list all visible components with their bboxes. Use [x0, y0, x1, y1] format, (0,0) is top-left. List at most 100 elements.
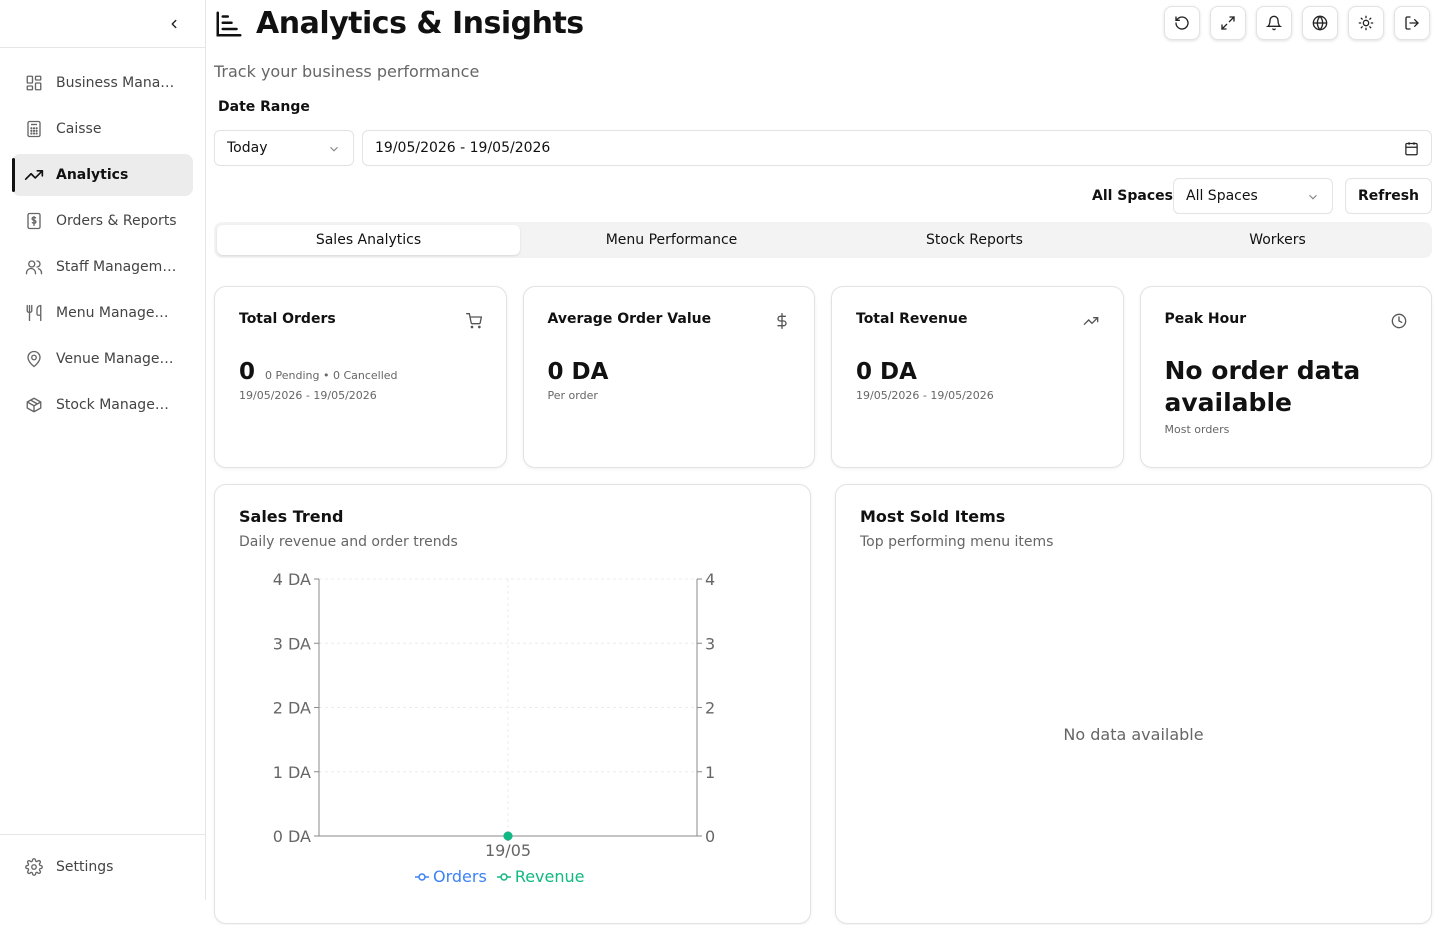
trending-up-icon [1083, 317, 1098, 325]
card-subtitle: 19/05/2026 - 19/05/2026 [856, 389, 994, 402]
legend-label-revenue: Revenue [514, 867, 585, 886]
notifications-button[interactable] [1256, 6, 1292, 40]
globe-icon [1312, 15, 1328, 31]
bell-icon [1266, 15, 1282, 31]
calculator-icon [24, 119, 44, 139]
sidebar-item-label: Analytics [56, 167, 129, 183]
sidebar-item-label: Business Management [56, 75, 180, 91]
spaces-label: All Spaces [1092, 188, 1173, 204]
left-tick-label: 0 DA [273, 827, 311, 846]
data-point-revenue [503, 831, 513, 841]
right-tick-label: 2 [705, 699, 715, 718]
card-value: No order data available [1164, 356, 1361, 417]
sidebar-item-label: Stock Management [56, 397, 180, 413]
sales-trend-panel: Sales Trend Daily revenue and order tren… [214, 484, 811, 924]
date-range-label: Date Range [218, 99, 310, 115]
total-orders-card: Total Orders 0 0 Pending • 0 Cancelled 1… [214, 286, 507, 468]
sidebar-item-menu-management[interactable]: Menu Management [12, 292, 193, 334]
card-title: Peak Hour [1164, 311, 1247, 327]
card-subtitle: Per order [547, 389, 598, 402]
bar-chart-icon [216, 11, 242, 36]
language-button[interactable] [1302, 6, 1338, 40]
tab-stock-reports[interactable]: Stock Reports [926, 232, 1023, 248]
tab-menu-performance[interactable]: Menu Performance [605, 232, 738, 248]
card-value: 0 DA [547, 359, 609, 385]
layout-grid-icon [24, 73, 44, 93]
sidebar-item-business-management[interactable]: Business Management [12, 62, 193, 104]
receipt-icon [24, 211, 44, 231]
x-tick-label: 19/05 [485, 841, 531, 860]
legend-marker-revenue [496, 872, 511, 881]
clock-icon [1391, 313, 1407, 329]
legend-label-orders: Orders [433, 867, 487, 886]
chevron-down-icon [330, 146, 338, 152]
sidebar-item-label: Caisse [56, 121, 102, 137]
sidebar-item-venue-management[interactable]: Venue Management [12, 338, 193, 380]
sidebar-item-orders-reports[interactable]: Orders & Reports [12, 200, 193, 242]
sidebar-nav: Business Management Caisse Analytics Ord… [0, 48, 205, 426]
page-subtitle: Track your business performance [214, 62, 480, 81]
right-tick-label: 0 [705, 827, 715, 846]
sidebar-item-label: Staff Management [56, 259, 180, 275]
sidebar: Business Management Caisse Analytics Ord… [0, 0, 206, 900]
card-subtitle: 19/05/2026 - 19/05/2026 [239, 389, 377, 402]
panel-subtitle: Top performing menu items [860, 534, 1054, 550]
page-header: Analytics & Insights [214, 6, 584, 41]
average-order-value-card: Average Order Value 0 DA Per order [522, 286, 815, 468]
spaces-select[interactable]: All Spaces [1173, 178, 1333, 214]
sidebar-item-stock-management[interactable]: Stock Management [12, 384, 193, 426]
rotate-ccw-icon [1175, 16, 1189, 30]
card-subtitle: Most orders [1164, 423, 1230, 436]
sidebar-item-caisse[interactable]: Caisse [12, 108, 193, 150]
analytics-tabs: Sales Analytics Menu Performance Stock R… [214, 222, 1432, 258]
right-tick-label: 1 [705, 763, 715, 782]
chart-legend: Orders Revenue [415, 867, 585, 886]
sidebar-item-label: Venue Management [56, 351, 180, 367]
total-revenue-card: Total Revenue 0 DA 19/05/2026 - 19/05/20… [831, 286, 1124, 468]
sidebar-item-label: Settings [56, 859, 114, 875]
chevron-down-icon [1309, 194, 1317, 200]
theme-toggle-button[interactable] [1348, 6, 1384, 40]
collapse-sidebar-button[interactable] [164, 14, 184, 34]
right-tick-label: 3 [705, 634, 715, 653]
log-out-icon [1405, 16, 1419, 30]
period-select[interactable]: Today [214, 130, 354, 166]
order-status-summary: 0 Pending • 0 Cancelled [265, 369, 398, 382]
page-title: Analytics & Insights [256, 6, 584, 41]
sidebar-item-staff-management[interactable]: Staff Management [12, 246, 193, 288]
tab-sales-analytics[interactable]: Sales Analytics [217, 225, 520, 255]
sidebar-item-label: Orders & Reports [56, 213, 177, 229]
card-title: Total Orders [239, 311, 336, 327]
left-tick-label: 2 DA [273, 699, 311, 718]
right-tick-label: 4 [705, 570, 715, 589]
legend-marker-orders [415, 872, 429, 881]
card-title: Average Order Value [547, 311, 712, 327]
date-range-picker[interactable]: 19/05/2026 - 19/05/2026 [362, 130, 1432, 166]
panel-title: Most Sold Items [860, 507, 1006, 526]
panel-subtitle: Daily revenue and order trends [239, 534, 458, 550]
sidebar-header [0, 0, 205, 48]
top-actions [1164, 6, 1430, 40]
sales-trend-chart: 0 DA 1 DA 2 DA 3 DA 4 DA 0 1 2 3 4 19/05 [273, 570, 715, 860]
sun-icon [1358, 15, 1374, 31]
stats-cards: Total Orders 0 0 Pending • 0 Cancelled 1… [214, 286, 1432, 468]
date-range-value: 19/05/2026 - 19/05/2026 [375, 140, 551, 156]
refresh-button[interactable]: Refresh [1345, 178, 1432, 214]
empty-state-text: No data available [1063, 725, 1204, 744]
shopping-cart-icon [465, 313, 482, 329]
sidebar-item-analytics[interactable]: Analytics [12, 154, 193, 196]
legend-item-orders[interactable]: Orders [415, 867, 487, 886]
left-tick-label: 1 DA [273, 763, 311, 782]
legend-item-revenue[interactable]: Revenue [496, 867, 585, 886]
sidebar-footer: Settings [0, 834, 205, 900]
calendar-icon [1405, 142, 1418, 156]
tab-workers[interactable]: Workers [1249, 232, 1306, 248]
fullscreen-button[interactable] [1210, 6, 1246, 40]
dollar-sign-icon [777, 313, 787, 329]
logout-button[interactable] [1394, 6, 1430, 40]
sidebar-item-label: Menu Management [56, 305, 180, 321]
left-tick-label: 4 DA [273, 570, 311, 589]
reload-button[interactable] [1164, 6, 1200, 40]
sidebar-item-settings[interactable]: Settings [12, 846, 193, 888]
map-pin-icon [24, 349, 44, 369]
